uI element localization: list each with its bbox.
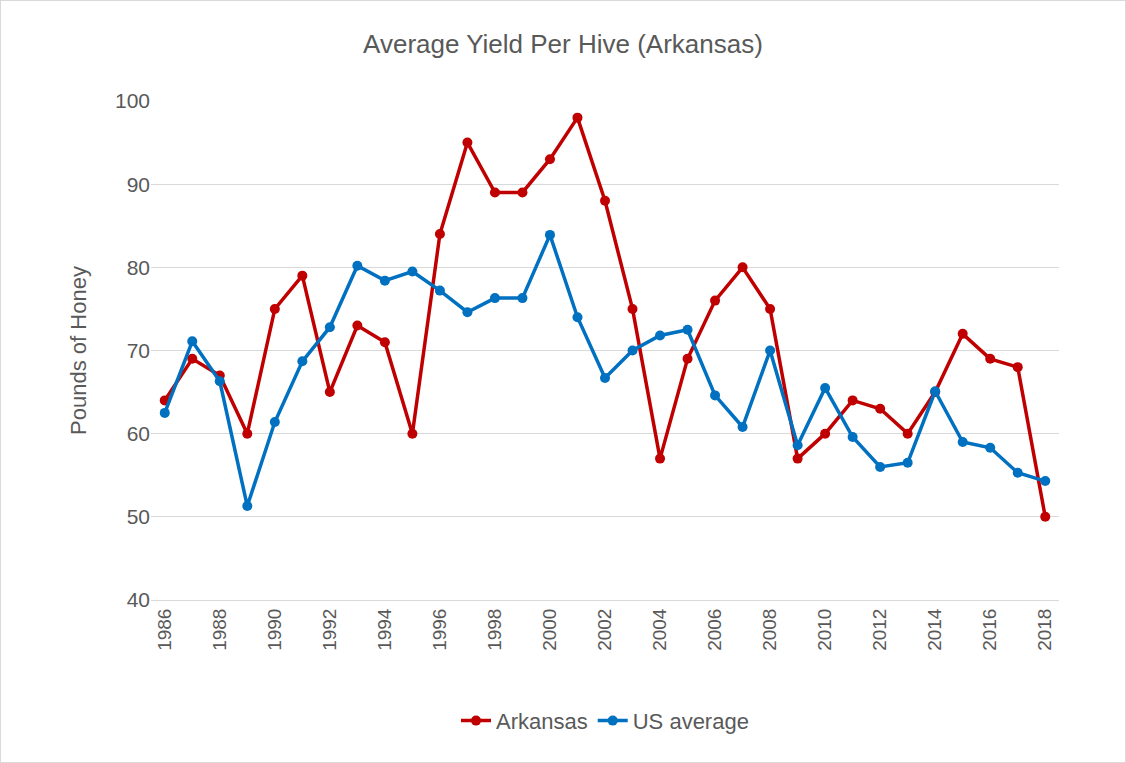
- svg-text:Arkansas: Arkansas: [496, 709, 588, 734]
- svg-text:40: 40: [127, 588, 150, 611]
- svg-text:2010: 2010: [814, 609, 835, 651]
- svg-text:1990: 1990: [264, 609, 285, 651]
- svg-text:1986: 1986: [154, 609, 175, 651]
- svg-text:2016: 2016: [979, 609, 1000, 651]
- svg-text:1994: 1994: [374, 608, 395, 651]
- svg-text:2018: 2018: [1034, 609, 1055, 651]
- svg-text:2000: 2000: [539, 609, 560, 651]
- svg-text:80: 80: [127, 256, 150, 279]
- svg-text:2008: 2008: [759, 609, 780, 651]
- svg-text:2004: 2004: [649, 608, 670, 651]
- svg-text:2002: 2002: [594, 609, 615, 651]
- svg-text:1988: 1988: [209, 609, 230, 651]
- svg-text:1998: 1998: [484, 609, 505, 651]
- svg-text:100: 100: [115, 89, 150, 112]
- svg-text:90: 90: [127, 173, 150, 196]
- svg-text:2012: 2012: [869, 609, 890, 651]
- svg-text:1996: 1996: [429, 609, 450, 651]
- svg-text:50: 50: [127, 505, 150, 528]
- svg-text:US average: US average: [633, 709, 749, 734]
- svg-text:1992: 1992: [319, 609, 340, 651]
- svg-text:2014: 2014: [924, 608, 945, 651]
- svg-text:60: 60: [127, 422, 150, 445]
- svg-text:Pounds of Honey: Pounds of Honey: [66, 266, 91, 435]
- svg-text:70: 70: [127, 339, 150, 362]
- svg-text:2006: 2006: [704, 609, 725, 651]
- svg-text:Average Yield Per Hive (Arkans: Average Yield Per Hive (Arkansas): [363, 29, 763, 59]
